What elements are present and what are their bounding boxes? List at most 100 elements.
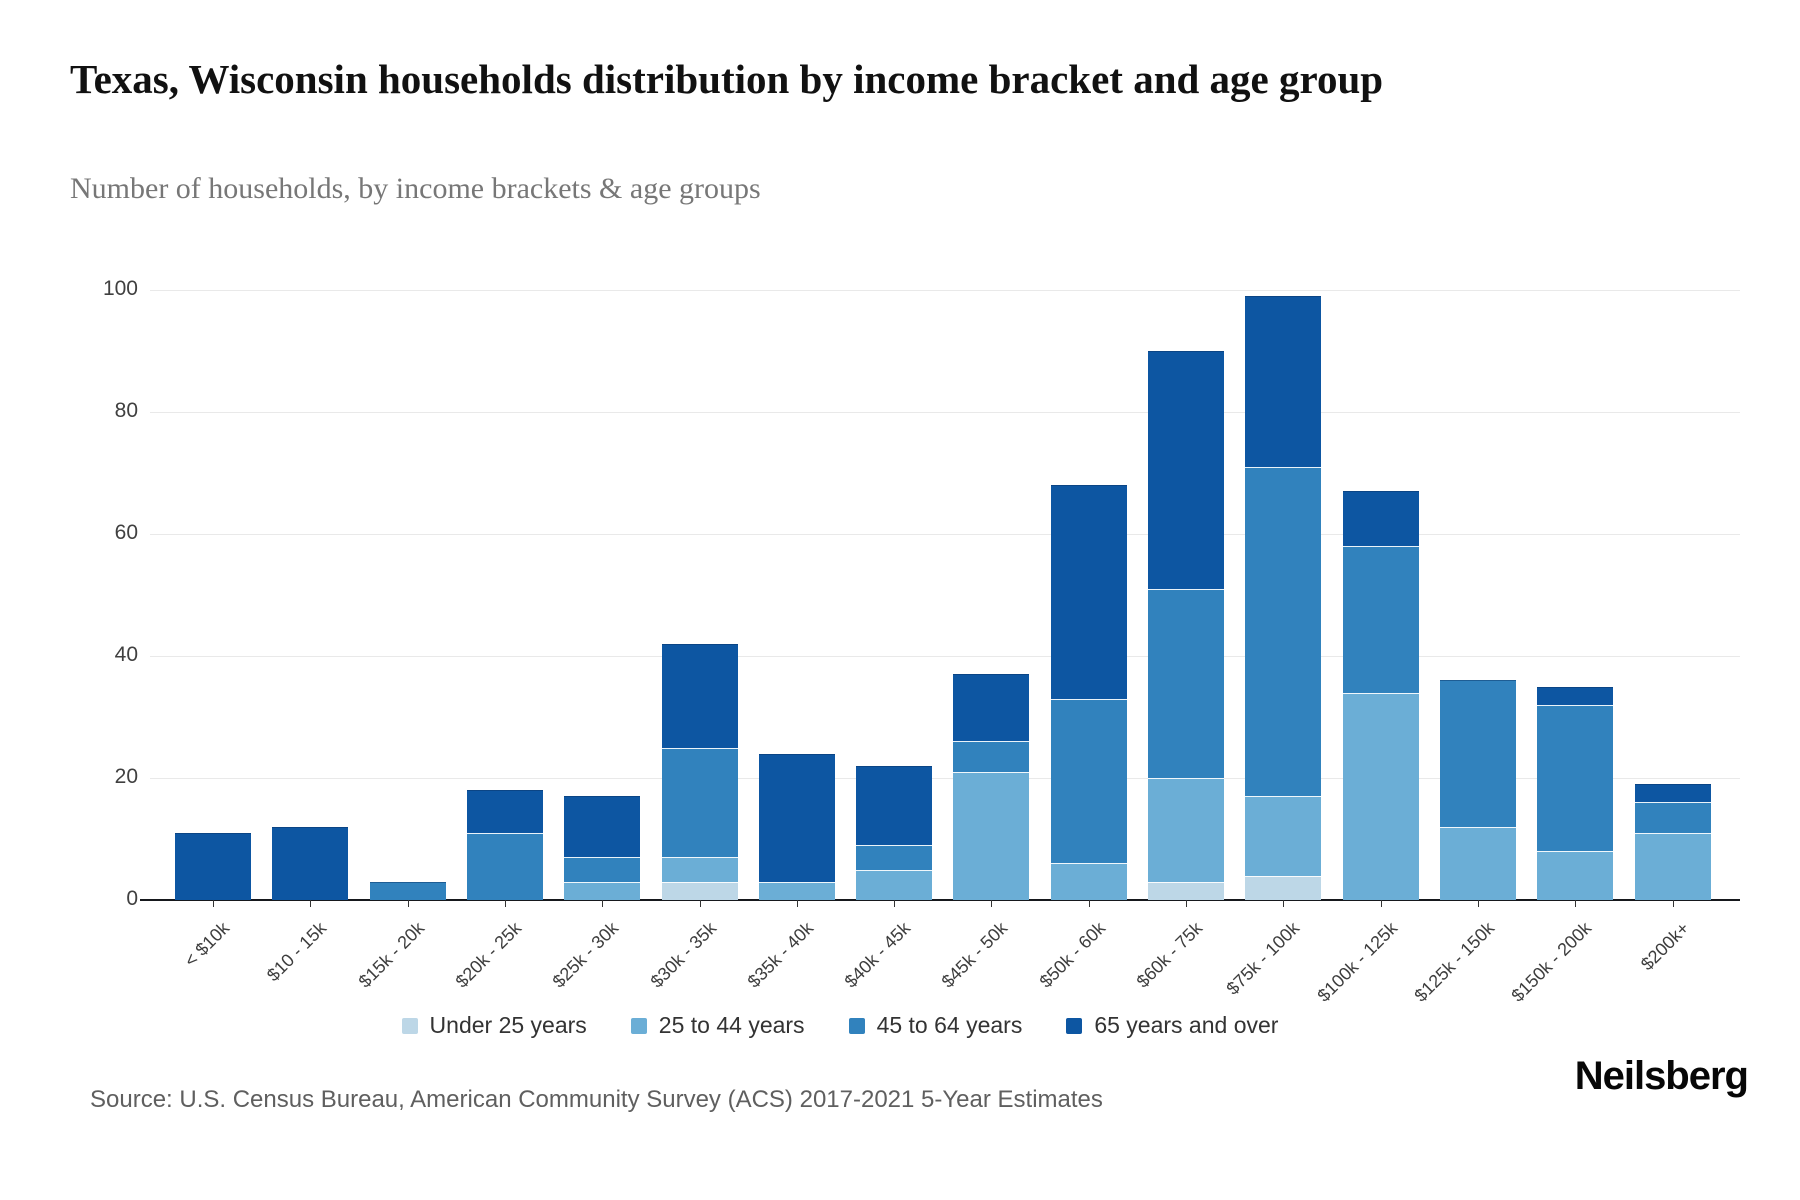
bar-150k-200k xyxy=(1537,686,1614,900)
bar-45k-50k xyxy=(953,674,1030,900)
legend-swatch-icon xyxy=(630,1017,647,1034)
bar-segment xyxy=(661,881,738,900)
bar-segment xyxy=(466,832,543,900)
bar-segment xyxy=(856,869,933,900)
x-axis-tick xyxy=(1186,900,1187,907)
bar-segment xyxy=(856,845,933,870)
brand-logo: Neilsberg xyxy=(1574,1054,1749,1098)
bar-segment xyxy=(1050,863,1127,900)
bar-segment xyxy=(466,790,543,833)
bar-segment xyxy=(1342,692,1419,900)
x-axis-tick xyxy=(1672,900,1674,907)
bar-10-15k xyxy=(272,826,349,900)
bar-segment xyxy=(369,881,446,900)
legend-swatch-icon xyxy=(1066,1017,1083,1034)
x-axis-tick xyxy=(407,900,409,907)
legend-swatch-icon xyxy=(848,1017,865,1034)
y-axis-tick-label: 100 xyxy=(102,277,138,300)
bar-segment xyxy=(1439,680,1516,827)
gridline-40 xyxy=(150,655,1740,657)
bar-segment xyxy=(1537,704,1614,852)
x-axis-tick xyxy=(1477,900,1479,907)
bar-segment xyxy=(1634,784,1711,803)
gridline-100 xyxy=(150,289,1740,291)
legend-label: 45 to 64 years xyxy=(876,1012,1023,1038)
legend-label: 25 to 44 years xyxy=(658,1012,805,1038)
x-axis-tick xyxy=(504,900,506,907)
y-axis-tick-label: 20 xyxy=(114,765,138,788)
bar-30k-35k xyxy=(661,643,738,900)
bar-segment xyxy=(953,741,1030,772)
x-axis-tick xyxy=(894,900,896,907)
y-axis-tick-label: 0 xyxy=(126,887,138,910)
legend-item: 65 years and over xyxy=(1066,1012,1278,1039)
x-axis-tick xyxy=(1088,900,1090,907)
bar-segment xyxy=(1148,588,1224,779)
bar-segment xyxy=(953,771,1030,900)
y-axis-tick-label: 40 xyxy=(114,643,138,666)
bar-segment xyxy=(1245,296,1322,467)
legend-item: Under 25 years xyxy=(401,1012,587,1039)
bar-segment xyxy=(564,881,641,900)
legend-item: 45 to 64 years xyxy=(848,1012,1023,1039)
bar-segment xyxy=(953,674,1030,742)
gridline-60 xyxy=(150,533,1740,535)
bar-50k-60k xyxy=(1050,485,1127,900)
bar-segment xyxy=(564,857,641,882)
bar-segment xyxy=(1148,351,1224,589)
legend-label: 65 years and over xyxy=(1094,1012,1279,1038)
bar-segment xyxy=(1245,875,1322,900)
y-axis-tick-label: 80 xyxy=(114,399,138,422)
x-axis-line xyxy=(140,899,1740,901)
x-axis-tick xyxy=(1575,900,1577,907)
x-axis-tick xyxy=(1283,900,1285,907)
legend-swatch-icon xyxy=(401,1017,418,1034)
bar-segment xyxy=(661,747,738,858)
bar-segment xyxy=(856,765,933,846)
bar-segment xyxy=(758,753,835,882)
bar-100k-125k xyxy=(1342,491,1419,900)
bar-60k-75k xyxy=(1148,351,1224,900)
x-axis-tick xyxy=(1380,900,1382,907)
bar-40k-45k xyxy=(856,765,933,900)
bar-10k xyxy=(175,832,251,900)
bar-segment xyxy=(1634,802,1711,833)
plot-area: 0 20 40 60 80 100 < $10k $10 - 15k $15k - 20k $20… xyxy=(103,277,1740,1006)
bar-segment xyxy=(1245,796,1322,876)
bar-segment xyxy=(1537,851,1614,900)
legend-item: 25 to 44 years xyxy=(630,1012,805,1039)
x-axis-tick xyxy=(796,900,798,907)
bar-segment xyxy=(175,832,251,900)
bar-segment xyxy=(564,796,641,858)
bar-20k-25k xyxy=(466,790,543,900)
bar-200k xyxy=(1634,784,1711,900)
bar-segment xyxy=(1537,686,1614,705)
gridline-20 xyxy=(150,777,1740,779)
bar-segment xyxy=(661,643,738,748)
bar-35k-40k xyxy=(758,753,835,900)
bar-segment xyxy=(1342,546,1419,693)
chart-title: Texas, Wisconsin households distribution… xyxy=(70,56,1384,102)
gridline-80 xyxy=(150,411,1740,413)
bar-segment xyxy=(1634,832,1711,900)
bar-75k-100k xyxy=(1245,296,1322,900)
x-axis-tick xyxy=(213,900,214,907)
x-axis-tick xyxy=(699,900,701,907)
bar-segment xyxy=(1148,881,1224,900)
bar-segment xyxy=(1245,466,1322,797)
chart-subtitle: Number of households, by income brackets… xyxy=(70,172,761,205)
bar-segment xyxy=(1050,698,1127,864)
x-axis-tick xyxy=(991,900,993,907)
bar-segment xyxy=(758,881,835,900)
bar-125k-150k xyxy=(1439,680,1516,900)
bar-segment xyxy=(1148,778,1224,882)
bar-25k-30k xyxy=(564,796,641,900)
x-axis-tick xyxy=(602,900,604,907)
y-axis-tick-label: 60 xyxy=(114,521,138,544)
bar-segment xyxy=(1439,826,1516,900)
legend-label: Under 25 years xyxy=(429,1012,587,1038)
bar-segment xyxy=(1050,485,1127,699)
source-note: Source: U.S. Census Bureau, American Com… xyxy=(90,1086,1103,1113)
legend: Under 25 years 25 to 44 years 45 to 64 yea… xyxy=(150,1012,1530,1039)
